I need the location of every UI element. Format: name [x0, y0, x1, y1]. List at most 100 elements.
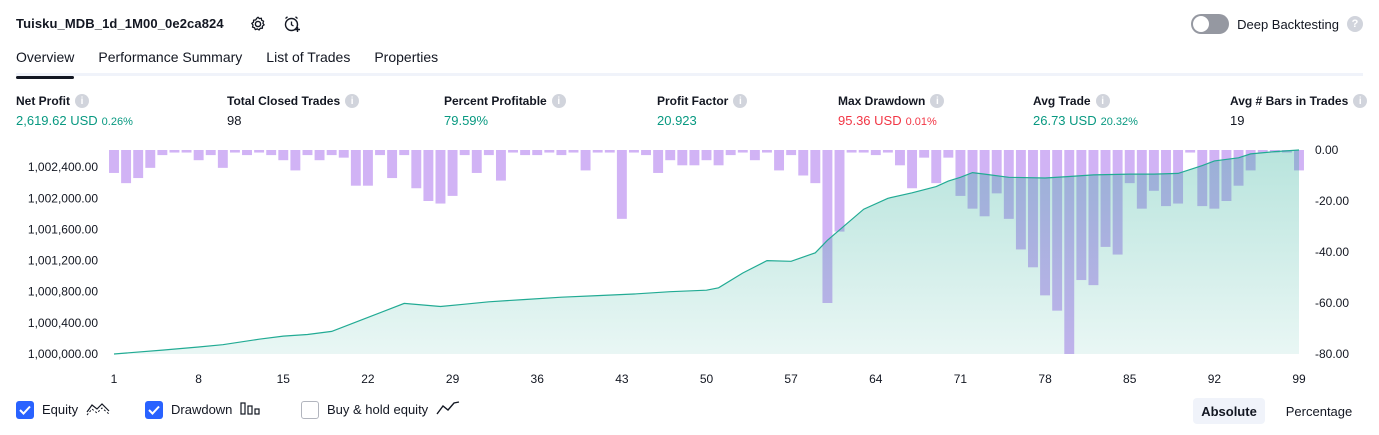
- x-axis-tick-label: 71: [954, 372, 968, 386]
- drawdown-bar: [677, 150, 688, 166]
- drawdown-bar: [266, 150, 277, 156]
- tab-properties[interactable]: Properties: [374, 49, 439, 65]
- x-axis-tick-label: 1: [111, 372, 118, 386]
- absolute-mode-button[interactable]: Absolute: [1193, 398, 1265, 424]
- info-icon[interactable]: i: [75, 94, 89, 108]
- metric-main-value: 2,619.62 USD: [16, 113, 98, 128]
- left-axis-tick-label: 1,001,600.00: [28, 222, 98, 236]
- drawdown-bar: [749, 150, 760, 161]
- drawdown-bar: [1148, 150, 1159, 191]
- metric-label-text: Avg # Bars in Trades: [1230, 94, 1349, 108]
- equity-checkbox[interactable]: [16, 400, 34, 419]
- metric-label: Avg # Bars in Trades i: [1230, 94, 1368, 108]
- equity-area: [114, 150, 1299, 354]
- info-icon[interactable]: i: [551, 94, 566, 108]
- drawdown-bar: [882, 150, 893, 153]
- drawdown-bar: [193, 150, 204, 161]
- drawdown-label: Drawdown: [171, 402, 233, 417]
- drawdown-bar: [931, 150, 942, 184]
- drawdown-bar: [870, 150, 881, 156]
- drawdown-bar: [133, 150, 144, 179]
- tab-list-of-trades[interactable]: List of Trades: [266, 49, 351, 65]
- legend-drawdown[interactable]: Drawdown: [145, 400, 262, 419]
- drawdown-bar: [943, 150, 954, 158]
- drawdown-checkbox[interactable]: [145, 400, 163, 419]
- drawdown-bar: [556, 150, 567, 156]
- right-axis-tick-label: -40.00: [1315, 245, 1349, 259]
- left-axis-tick-label: 1,000,000.00: [28, 347, 98, 361]
- drawdown-bar: [762, 150, 772, 153]
- drawdown-bar: [919, 150, 930, 158]
- drawdown-bar: [205, 150, 216, 156]
- metric-total-closed-trades: Total Closed Trades i 98: [227, 94, 360, 128]
- metric-label-text: Percent Profitable: [444, 94, 547, 108]
- equity-line: [113, 149, 1300, 355]
- percentage-mode-button[interactable]: Percentage: [1285, 403, 1353, 419]
- metric-sub-value: 0.26%: [101, 116, 133, 128]
- drawdown-bar: [447, 150, 458, 196]
- drawdown-bar: [302, 150, 313, 156]
- tab-performance-summary[interactable]: Performance Summary: [98, 49, 243, 65]
- info-icon[interactable]: i: [1095, 94, 1110, 108]
- drawdown-bar: [254, 150, 265, 153]
- drawdown-bar: [495, 150, 506, 181]
- drawdown-bar: [157, 150, 168, 156]
- drawdown-bar: [822, 150, 833, 303]
- drawdown-bar: [520, 150, 531, 156]
- drawdown-bar: [701, 150, 712, 161]
- drawdown-bar: [471, 150, 482, 173]
- tab-overview[interactable]: Overview: [16, 46, 75, 79]
- legend-buy-hold[interactable]: Buy & hold equity: [301, 400, 460, 419]
- metric-main-value: 79.59%: [444, 113, 489, 128]
- toggle-knob: [1193, 16, 1210, 32]
- equity-area-icon: [86, 400, 110, 419]
- drawdown-bar: [713, 150, 724, 166]
- metric-main-value: 95.36 USD: [838, 113, 902, 128]
- metric-value: 19: [1230, 113, 1367, 128]
- drawdown-bar: [689, 150, 700, 166]
- legend-equity[interactable]: Equity: [16, 400, 110, 419]
- settings-gear-icon[interactable]: [247, 12, 269, 36]
- x-axis-tick-label: 15: [277, 372, 291, 386]
- metric-label-text: Total Closed Trades: [227, 94, 341, 108]
- metric-label-text: Max Drawdown: [838, 94, 926, 108]
- metric-label-text: Avg Trade: [1033, 94, 1091, 108]
- info-icon[interactable]: i: [345, 94, 360, 108]
- metric-label-text: Profit Factor: [657, 94, 729, 108]
- buy-hold-checkbox[interactable]: [301, 400, 319, 419]
- x-axis-tick-label: 64: [869, 372, 883, 386]
- metric-avg-trade: Avg Trade i 26.73 USD 20.32%: [1033, 94, 1138, 128]
- metric-label: Max Drawdown i: [838, 94, 945, 108]
- help-icon[interactable]: ?: [1347, 16, 1363, 32]
- drawdown-bar: [411, 150, 422, 189]
- x-axis-tick-label: 50: [700, 372, 714, 386]
- drawdown-bar: [229, 150, 240, 153]
- deep-backtesting-control: Deep Backtesting ?: [1191, 14, 1363, 34]
- info-icon[interactable]: i: [1353, 94, 1368, 108]
- drawdown-bar: [109, 150, 119, 173]
- metric-main-value: 19: [1230, 113, 1245, 128]
- info-icon[interactable]: i: [733, 94, 748, 108]
- drawdown-bar: [641, 150, 651, 156]
- left-axis-tick-label: 1,000,400.00: [28, 316, 98, 330]
- strategy-header: Tuisku_MDB_1d_1M00_0e2ca824 Deep Backtes…: [16, 12, 1363, 38]
- x-axis-tick-label: 85: [1123, 372, 1137, 386]
- deep-backtesting-toggle[interactable]: [1191, 14, 1230, 34]
- drawdown-bar: [350, 150, 361, 186]
- drawdown-bar: [798, 150, 809, 176]
- drawdown-bar: [774, 150, 785, 171]
- x-axis-tick-label: 22: [361, 372, 375, 386]
- metric-main-value: 26.73 USD: [1033, 113, 1097, 128]
- metric-value: 95.36 USD 0.01%: [838, 113, 944, 128]
- equity-drawdown-chart: 1,000,000.00 1,000,400.00 1,000,800.00 1,00…: [28, 143, 1349, 386]
- metric-value: 79.59%: [444, 113, 566, 128]
- drawdown-bar: [846, 150, 857, 153]
- add-alert-clock-icon[interactable]: [281, 12, 303, 36]
- left-axis-tick-label: 1,000,800.00: [28, 285, 98, 299]
- drawdown-bar: [508, 150, 518, 153]
- drawdown-bar: [387, 150, 398, 179]
- drawdown-bar: [653, 150, 664, 173]
- info-icon[interactable]: i: [930, 94, 945, 108]
- metric-sub-value: 0.01%: [905, 116, 937, 128]
- drawdown-bar: [1257, 150, 1268, 153]
